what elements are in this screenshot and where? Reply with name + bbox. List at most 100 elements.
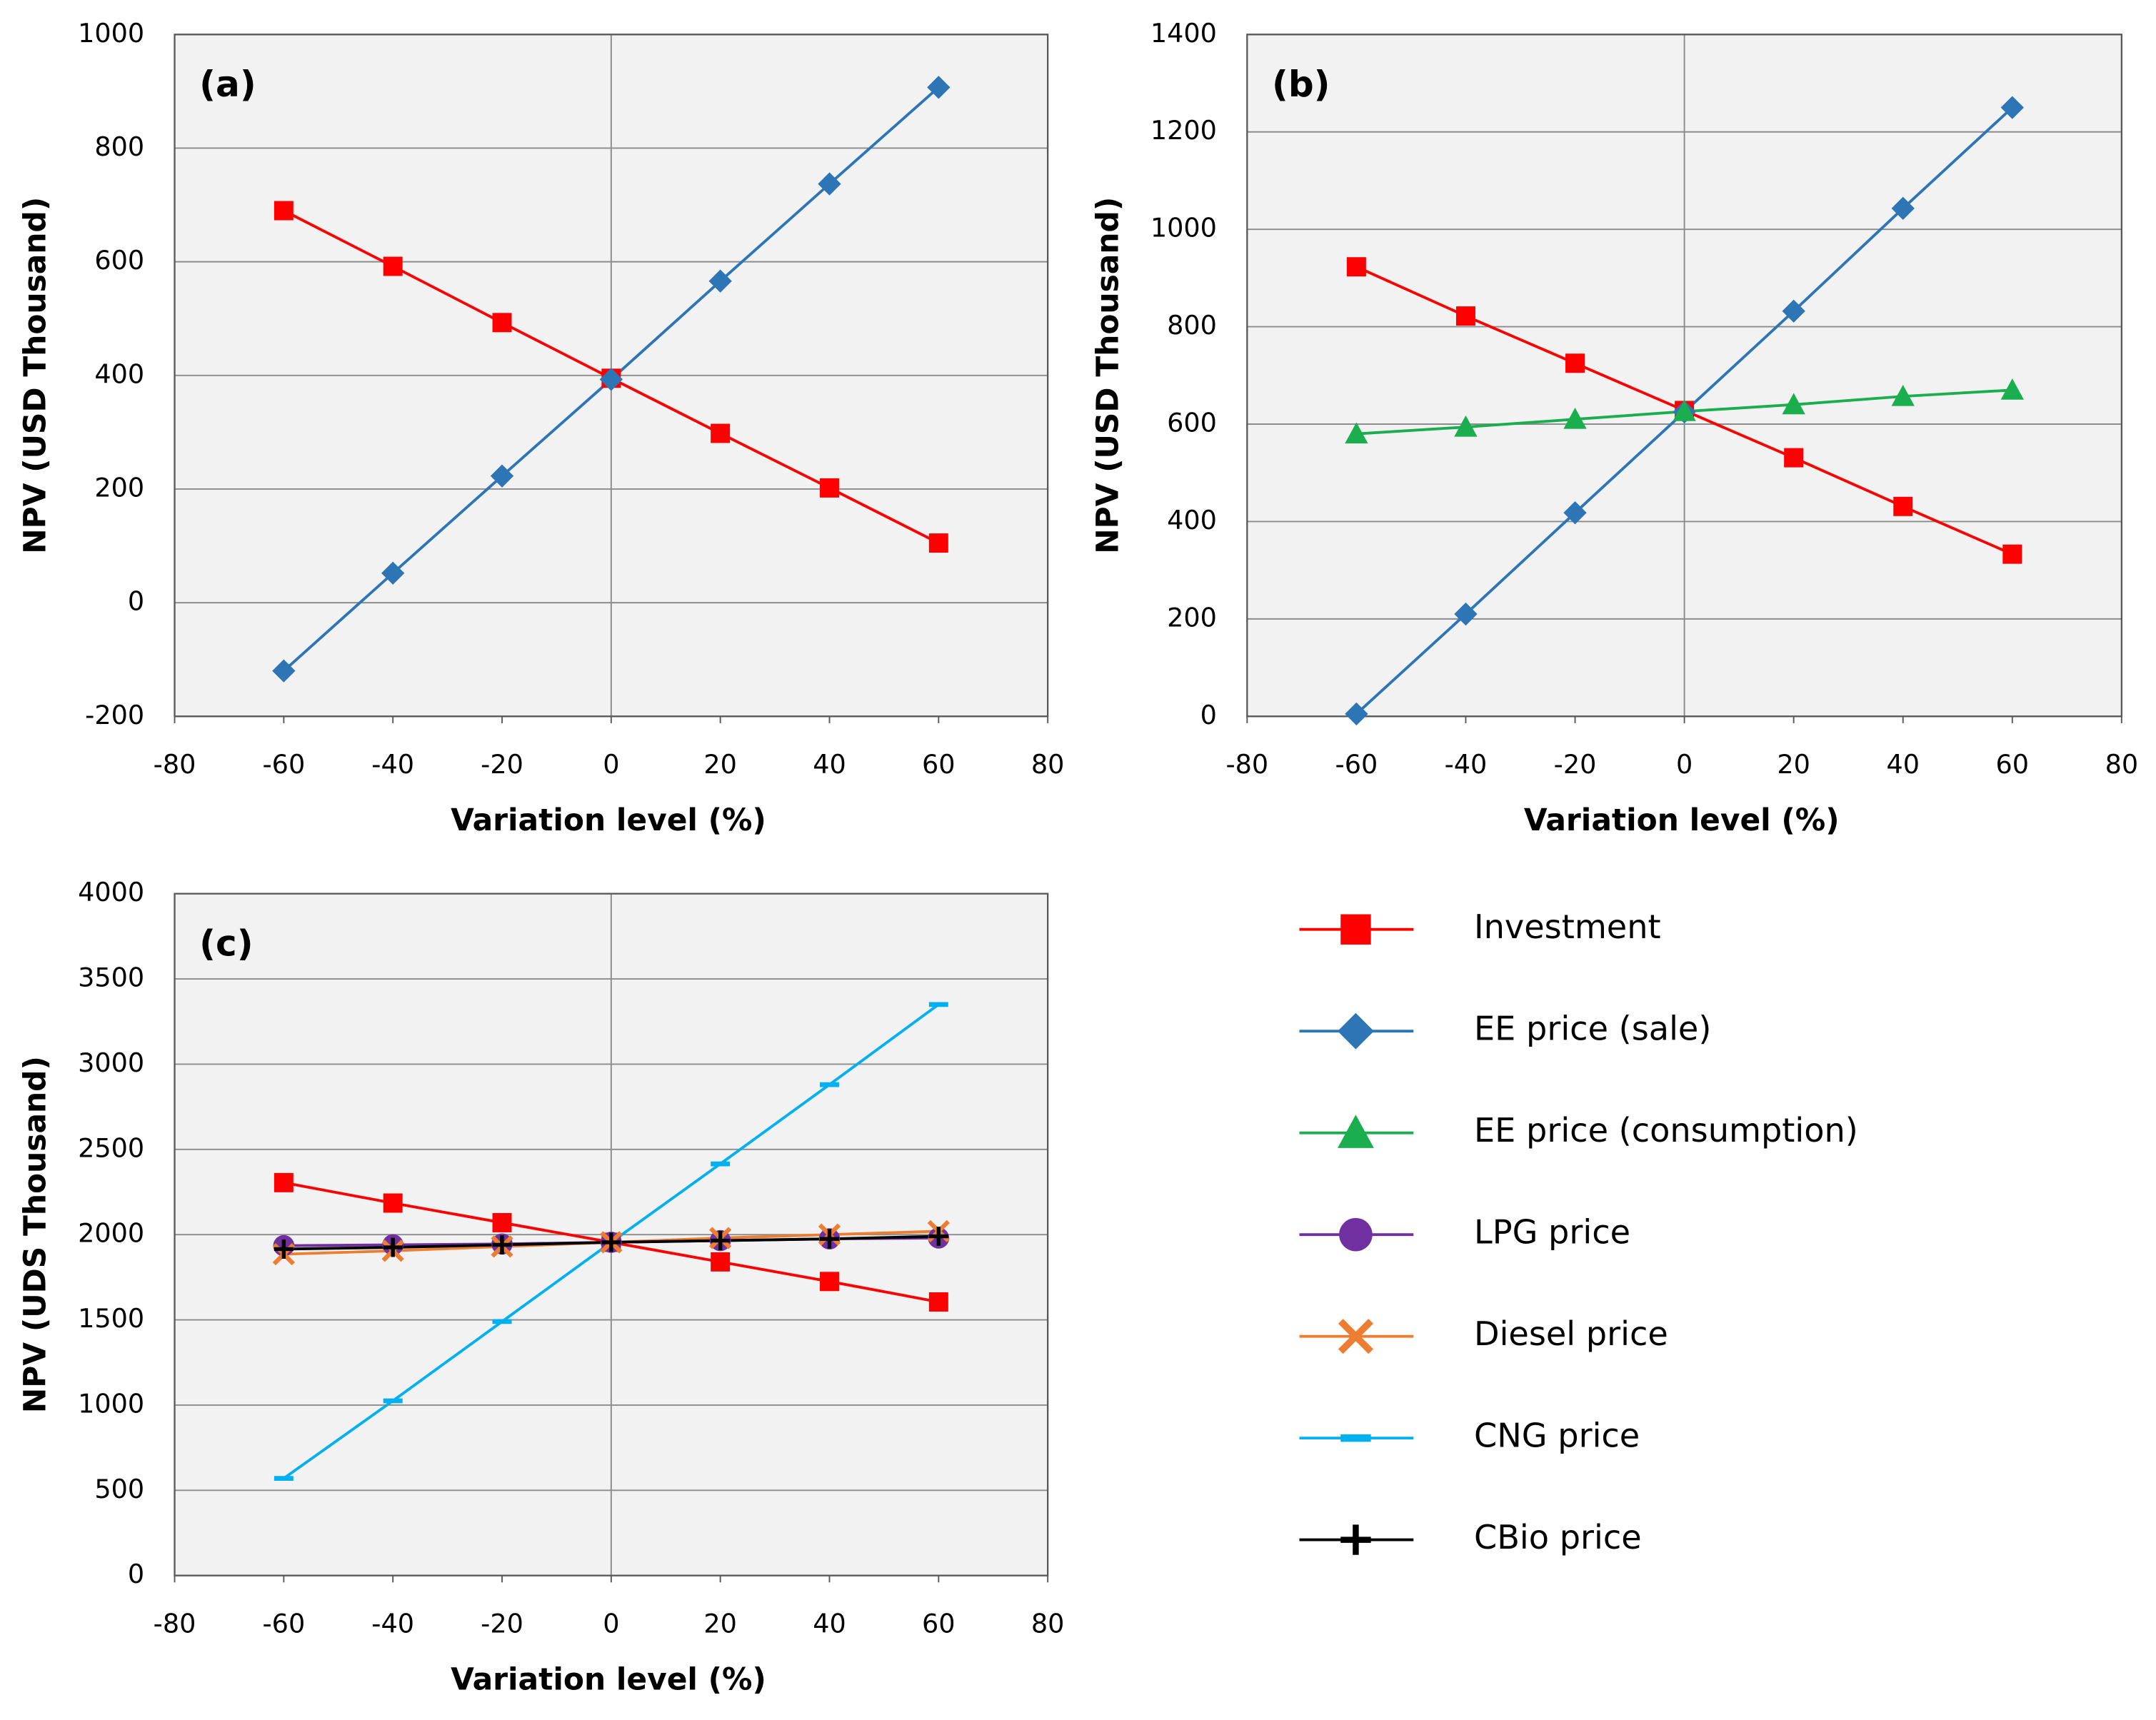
x-tick-label: -40	[371, 1608, 414, 1639]
x-tick-label: -40	[1445, 749, 1488, 780]
marker	[1893, 496, 1913, 516]
x-tick-label: -80	[1225, 749, 1268, 780]
marker	[711, 1231, 731, 1251]
panel-label: (a)	[199, 64, 256, 105]
marker	[383, 1193, 403, 1213]
marker	[820, 478, 839, 498]
marker	[711, 423, 731, 443]
marker	[1454, 415, 1478, 437]
legend-label: LPG price	[1474, 1213, 1630, 1252]
marker	[1782, 393, 1805, 415]
x-axis-label: Variation level (%)	[1524, 803, 1840, 838]
x-tick-label: 80	[1031, 1608, 1065, 1639]
marker	[492, 1212, 512, 1232]
x-tick-label: -80	[154, 749, 196, 780]
y-axis-label: NPV (UDS Thousand)	[17, 1056, 52, 1413]
y-tick-label: 800	[1167, 310, 1217, 341]
legend-label: EE price (sale)	[1474, 1010, 1711, 1048]
x-tick-label: 40	[813, 749, 846, 780]
x-tick-label: 40	[1886, 749, 1920, 780]
x-tick-label: 80	[1031, 749, 1065, 780]
x-tick-label: -60	[262, 1608, 305, 1639]
x-tick-label: 60	[922, 749, 956, 780]
x-tick-label: 20	[703, 749, 737, 780]
plot-border	[1246, 34, 2123, 718]
marker	[1338, 1319, 1373, 1354]
marker	[381, 561, 405, 585]
x-tick-label: 0	[1676, 749, 1693, 780]
y-tick-label: 3000	[78, 1047, 144, 1078]
y-tick-label: 1500	[78, 1303, 144, 1334]
x-tick-label: -20	[481, 749, 523, 780]
x-tick-label: -60	[262, 749, 305, 780]
marker	[928, 533, 948, 553]
x-tick-label: 80	[2105, 749, 2139, 780]
legend-label: CNG price	[1474, 1417, 1640, 1455]
marker	[1891, 196, 1915, 221]
marker	[1455, 306, 1475, 326]
x-tick-label: 20	[703, 1608, 737, 1639]
y-tick-label: 400	[1167, 505, 1217, 535]
marker	[2002, 544, 2022, 564]
marker	[601, 1232, 621, 1252]
marker	[818, 172, 841, 196]
y-tick-label: 800	[94, 131, 144, 162]
marker	[1565, 353, 1585, 373]
marker	[272, 659, 296, 683]
marker	[820, 1272, 839, 1292]
y-tick-label: 1000	[78, 1388, 144, 1419]
marker	[1346, 257, 1366, 277]
x-tick-label: -20	[481, 1608, 523, 1639]
marker	[1340, 1524, 1371, 1555]
y-tick-label: 600	[94, 245, 144, 276]
y-tick-label: 400	[94, 358, 144, 389]
marker	[1340, 914, 1371, 945]
marker	[1454, 602, 1478, 626]
marker	[383, 256, 403, 276]
x-tick-label: -20	[1554, 749, 1597, 780]
y-tick-label: 500	[94, 1474, 144, 1504]
x-tick-label: 60	[1996, 749, 2030, 780]
marker	[1345, 702, 1368, 726]
y-tick-label: 0	[1200, 700, 1217, 730]
marker	[711, 1252, 731, 1272]
legend-label: Diesel price	[1474, 1314, 1668, 1353]
y-tick-label: 200	[1167, 602, 1217, 633]
legend-label: Investment	[1474, 907, 1661, 946]
x-tick-label: 0	[603, 749, 619, 780]
marker	[1338, 1012, 1374, 1050]
x-axis-label: Variation level (%)	[451, 803, 766, 838]
plot-border	[174, 34, 1049, 718]
marker	[490, 464, 514, 488]
x-tick-label: 20	[1777, 749, 1810, 780]
marker	[274, 201, 294, 221]
y-tick-label: 4000	[78, 877, 144, 907]
y-tick-label: 2500	[78, 1132, 144, 1163]
marker	[1782, 299, 1805, 323]
marker	[1338, 1115, 1374, 1148]
y-axis-label: NPV (USD Thousand)	[1090, 197, 1125, 554]
y-tick-label: 2000	[78, 1218, 144, 1249]
x-tick-label: 0	[603, 1608, 619, 1639]
marker	[492, 313, 512, 333]
marker	[2000, 96, 2024, 119]
x-tick-label: -40	[371, 749, 414, 780]
marker	[928, 1292, 948, 1312]
marker	[1339, 1217, 1373, 1252]
panel-label: (b)	[1272, 64, 1330, 105]
y-tick-label: 1000	[78, 18, 144, 49]
marker	[2000, 378, 2024, 400]
x-axis-label: Variation level (%)	[451, 1661, 766, 1696]
plot-border	[174, 892, 1049, 1576]
y-tick-label: 200	[94, 472, 144, 503]
marker	[1563, 501, 1587, 525]
x-tick-label: 60	[922, 1608, 956, 1639]
y-axis-label: NPV (USD Thousand)	[17, 197, 52, 554]
marker	[274, 1172, 294, 1192]
marker	[1673, 400, 1696, 421]
marker	[492, 1235, 512, 1254]
x-tick-label: -80	[154, 1608, 196, 1639]
marker	[820, 1229, 839, 1249]
y-tick-label: 600	[1167, 408, 1217, 438]
